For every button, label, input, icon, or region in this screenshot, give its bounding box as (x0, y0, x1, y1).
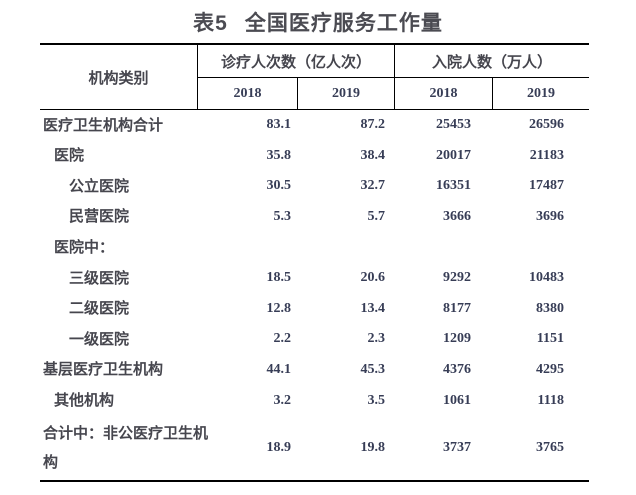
value-cell: 4295 (536, 362, 564, 378)
value-cell: 44.1 (266, 362, 292, 378)
row-label: 一级医院 (69, 330, 130, 348)
year-header-admissions-2018: 2018 (394, 78, 492, 109)
column-group-admissions: 入院人数（万人） (394, 45, 589, 78)
value-cell: 38.4 (360, 147, 386, 163)
table-row: 合计中：非公医疗卫生机构 18.9 19.8 3737 3765 (40, 416, 589, 480)
value-cell: 2.2 (273, 331, 292, 347)
value-cell: 9292 (443, 270, 471, 286)
value-cell: 45.3 (360, 362, 386, 378)
value-cell: 12.8 (266, 300, 292, 316)
value-cell: 35.8 (266, 147, 292, 163)
value-cell: 10483 (529, 270, 564, 286)
row-label: 医院 (54, 147, 85, 165)
value-cell: 32.7 (360, 178, 386, 194)
value-cell: 1118 (537, 392, 564, 408)
value-cell: 3737 (443, 439, 471, 455)
value-cell: 83.1 (266, 117, 292, 133)
row-label: 医院中： (54, 239, 115, 257)
column-group-visits: 诊疗人次数（亿人次） (198, 45, 394, 78)
table-row: 基层医疗卫生机构 44.1 45.3 4376 4295 (40, 355, 589, 386)
row-label: 合计中：非公医疗卫生机构 (43, 424, 209, 471)
table-body: 医疗卫生机构合计 83.1 87.2 25453 26596 医院 35.8 3… (40, 110, 589, 480)
table-title: 表5 全国医疗服务工作量 (0, 7, 636, 37)
table-row: 一级医院 2.2 2.3 1209 1151 (40, 324, 589, 355)
value-cell: 20017 (436, 147, 471, 163)
value-cell: 87.2 (360, 117, 386, 133)
value-cell: 3.5 (367, 392, 386, 408)
value-cell: 1061 (443, 392, 471, 408)
row-label: 其他机构 (54, 392, 115, 410)
row-label: 公立医院 (69, 177, 130, 195)
table-title-text: 全国医疗服务工作量 (244, 12, 443, 35)
value-cell: 5.3 (273, 209, 292, 225)
table-number: 表5 (193, 12, 228, 35)
table-row: 民营医院 5.3 5.7 3666 3696 (40, 202, 589, 233)
value-cell: 3765 (536, 439, 564, 455)
column-header-category: 机构类别 (40, 45, 198, 109)
statistics-table: 机构类别 诊疗人次数（亿人次） 入院人数（万人） 2018 2019 2018 … (40, 43, 589, 482)
year-header-visits-2019: 2019 (297, 78, 394, 109)
table-row: 医疗卫生机构合计 83.1 87.2 25453 26596 (40, 110, 589, 141)
year-header-admissions-2019: 2019 (492, 78, 589, 109)
row-label: 二级医院 (69, 300, 130, 318)
value-cell: 8380 (536, 300, 564, 316)
value-cell: 16351 (436, 178, 471, 194)
value-cell: 1151 (536, 331, 564, 347)
value-cell: 25453 (436, 117, 471, 133)
value-cell: 3696 (536, 209, 564, 225)
value-cell: 1209 (443, 331, 471, 347)
value-cell: 13.4 (360, 300, 386, 316)
value-cell: 17487 (529, 178, 564, 194)
table-row: 二级医院 12.8 13.4 8177 8380 (40, 294, 589, 325)
value-cell: 21183 (529, 147, 564, 163)
table-row: 医院中： (40, 232, 589, 263)
table-row: 公立医院 30.5 32.7 16351 17487 (40, 171, 589, 202)
value-cell: 18.5 (266, 270, 292, 286)
table-row: 医院 35.8 38.4 20017 21183 (40, 141, 589, 172)
value-cell: 4376 (443, 362, 471, 378)
row-label: 基层医疗卫生机构 (43, 361, 164, 379)
year-header-visits-2018: 2018 (233, 85, 262, 101)
table-header: 机构类别 诊疗人次数（亿人次） 入院人数（万人） 2018 2019 2018 … (40, 45, 589, 110)
value-cell: 20.6 (360, 270, 386, 286)
value-cell: 3.2 (273, 392, 292, 408)
value-cell: 5.7 (367, 209, 386, 225)
value-cell: 8177 (443, 300, 471, 316)
value-cell: 18.9 (266, 439, 292, 455)
table-row: 其他机构 3.2 3.5 1061 1118 (40, 385, 589, 416)
value-cell: 26596 (529, 117, 564, 133)
value-cell: 19.8 (360, 439, 386, 455)
row-label: 民营医院 (69, 208, 130, 226)
row-label: 三级医院 (69, 269, 130, 287)
value-cell: 2.3 (367, 331, 386, 347)
row-label: 医疗卫生机构合计 (43, 116, 164, 134)
value-cell: 3666 (443, 209, 471, 225)
table-row: 三级医院 18.5 20.6 9292 10483 (40, 263, 589, 294)
value-cell: 30.5 (266, 178, 292, 194)
